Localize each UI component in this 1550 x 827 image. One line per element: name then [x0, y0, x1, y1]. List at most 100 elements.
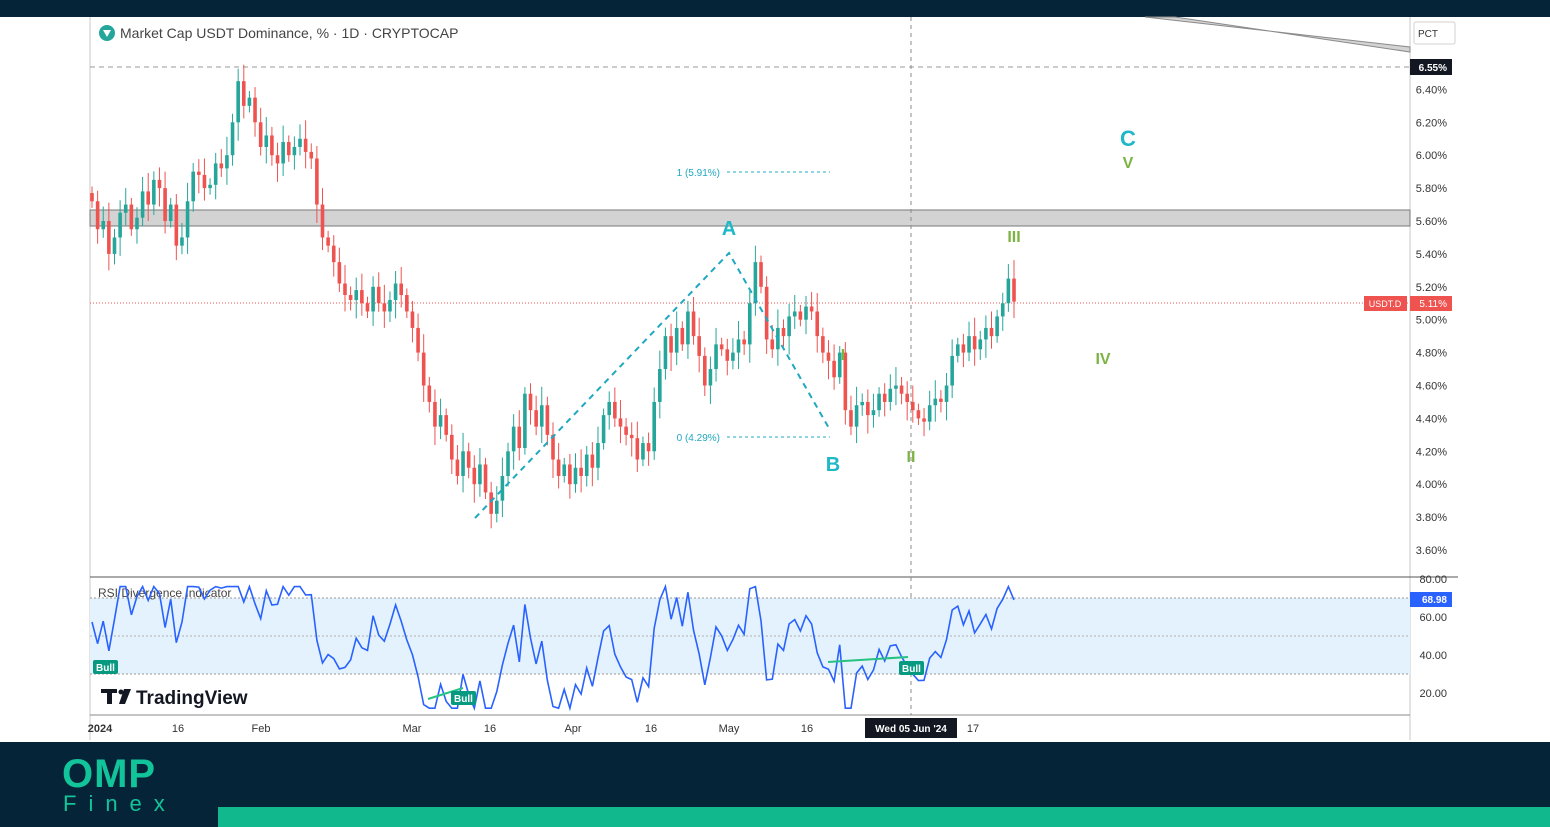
candle-body — [680, 327, 685, 345]
candle-body — [725, 349, 730, 361]
time-tick-label: 16 — [484, 723, 496, 735]
candle-body — [523, 393, 527, 449]
brand-logo[interactable]: OMP Finex — [62, 754, 177, 816]
candle-body — [843, 352, 848, 411]
price-axis[interactable]: 6.40% 6.20% 6.00% 5.80% 5.60% 5.40% 5.20% 5.00%… — [1416, 84, 1447, 557]
candle-body — [517, 426, 522, 449]
candle-body — [416, 327, 420, 353]
high-value-tag — [1410, 59, 1452, 75]
high-value-label: 6.55% — [1419, 63, 1447, 74]
rsi-axis[interactable]: 80.00 60.00 40.00 20.00 — [1419, 574, 1447, 700]
price-tick-label: 4.40% — [1416, 413, 1447, 425]
candle-body — [894, 385, 898, 389]
bull-badge-1-label: Bull — [96, 663, 115, 674]
candle-body — [483, 464, 488, 493]
rsi-current-tag — [1410, 592, 1452, 607]
price-tick-label: 5.40% — [1416, 249, 1447, 261]
candle-body — [236, 81, 240, 123]
scale-mode-label: PCT — [1418, 29, 1438, 40]
scale-mode-box[interactable] — [1413, 21, 1456, 45]
candle-body — [511, 426, 516, 452]
candle-body — [472, 467, 477, 485]
abc-zigzag — [474, 251, 831, 519]
candle-body — [129, 204, 134, 230]
watermark-text: TradingView — [136, 688, 248, 709]
candle-body — [539, 405, 544, 427]
candle-body — [702, 355, 707, 386]
candle-body — [950, 355, 954, 386]
candle-body — [916, 410, 921, 419]
price-tick-label: 3.80% — [1416, 512, 1447, 524]
candle-body — [849, 410, 853, 427]
candle-body — [674, 327, 679, 353]
candle-body — [444, 415, 448, 435]
candle-body — [646, 443, 651, 452]
candle-body — [736, 339, 741, 353]
time-tick-label: 17 — [967, 723, 979, 735]
candle-body — [669, 336, 673, 353]
candle-body — [601, 415, 606, 444]
price-tick-label: 4.20% — [1416, 446, 1447, 458]
rsi-tick-label: 60.00 — [1419, 612, 1447, 624]
candle-body — [770, 339, 775, 350]
candle-body — [298, 138, 302, 147]
rsi-line — [91, 583, 1015, 712]
candle-body — [809, 306, 814, 312]
chart-title[interactable]: Market Cap USDT Dominance, % · 1D · CRYP… — [120, 25, 458, 41]
candle-body — [253, 97, 257, 123]
candle-body — [410, 311, 415, 328]
candle-body — [579, 467, 583, 476]
candle-body — [860, 401, 865, 406]
subwave-ii-label: II — [907, 449, 916, 466]
candle-body — [399, 283, 404, 296]
candle-body — [747, 303, 752, 345]
candle-body — [337, 262, 342, 284]
candle-body — [978, 339, 983, 350]
candle-body — [562, 464, 567, 476]
candle-body — [972, 336, 977, 350]
candle-body — [995, 316, 999, 337]
subwave-v-label: V — [1123, 155, 1134, 172]
candle-body — [911, 401, 915, 411]
bull-divergence-line-1 — [427, 687, 464, 700]
time-tick-label: 2024 — [88, 723, 113, 735]
candle-body — [708, 369, 713, 386]
candle-body — [146, 191, 151, 205]
candle-body — [832, 360, 836, 378]
candle-body — [286, 142, 291, 156]
candle-body — [185, 201, 190, 238]
subwave-iv-label: IV — [1095, 351, 1110, 368]
candle-body — [556, 459, 561, 476]
candle-body — [629, 434, 634, 439]
bull-badge-1 — [93, 660, 118, 674]
rsi-tick-label: 80.00 — [1419, 574, 1447, 586]
tradingview-logo-dot-icon — [118, 689, 124, 695]
candle-body — [1012, 278, 1016, 302]
time-axis[interactable]: 2024 16 Feb Mar 16 Apr 16 May 16 17 — [88, 723, 979, 735]
candle-body — [230, 122, 235, 156]
candle-body — [590, 454, 595, 468]
wave-b-label: B — [826, 454, 840, 476]
tradingview-logo-icon — [101, 689, 117, 704]
candle-body — [281, 142, 285, 164]
candle-body — [905, 393, 909, 402]
candle-body — [573, 467, 578, 485]
candle-body — [247, 97, 252, 106]
candle-body — [405, 295, 409, 312]
indicator-name[interactable]: RSI Divergence Indicator — [98, 586, 231, 600]
subwave-i-label: I — [841, 347, 845, 364]
candle-body — [354, 290, 359, 300]
candle-body — [494, 500, 499, 514]
candle-body — [123, 204, 128, 213]
candle-body — [596, 443, 600, 468]
candle-body — [714, 344, 718, 370]
candle-body — [635, 438, 640, 460]
candle-body — [866, 401, 870, 416]
candle-body — [989, 327, 994, 337]
price-tick-label: 6.00% — [1416, 150, 1447, 162]
candle-body — [180, 237, 184, 246]
candle-body — [815, 311, 820, 337]
candle-body — [691, 311, 696, 337]
candle-body — [197, 171, 201, 175]
